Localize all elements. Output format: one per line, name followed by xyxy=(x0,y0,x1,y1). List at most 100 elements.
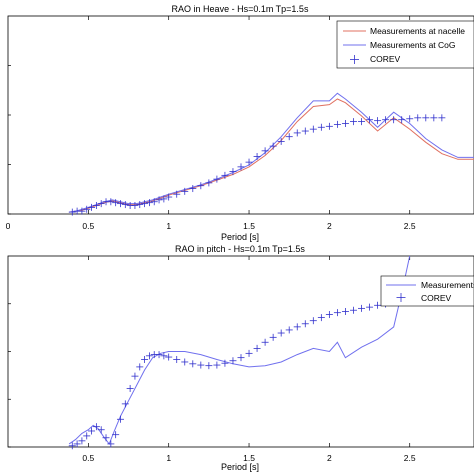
heave-corev-point xyxy=(181,187,189,195)
heave-corev-point xyxy=(245,158,253,166)
pitch-corev-point xyxy=(116,415,124,423)
heave-corev-point xyxy=(430,114,438,122)
pitch-corev-point xyxy=(301,320,309,328)
heave-xtick-label: 2.5 xyxy=(404,221,416,231)
pitch-corev-point xyxy=(88,427,96,435)
pitch-xtick-label: 2.5 xyxy=(404,453,416,463)
heave-xtick-label: 2 xyxy=(327,221,332,231)
pitch-legend: Measurements COREV xyxy=(380,275,474,307)
heave-corev-point xyxy=(165,193,173,201)
pitch-corev-point xyxy=(293,323,301,331)
heave-corev-point xyxy=(374,117,382,125)
heave-corev-point xyxy=(221,171,229,179)
heave-corev-point xyxy=(173,190,181,198)
pitch-corev-point xyxy=(173,356,181,364)
pitch-corev-point xyxy=(358,304,366,312)
heave-corev-point xyxy=(145,199,153,207)
pitch-corev-point xyxy=(197,361,205,369)
pitch-xtick-label: 2 xyxy=(327,453,332,463)
pitch-legend-label-measurements: Measurements xyxy=(421,280,474,290)
heave-corev-point xyxy=(317,123,325,131)
heave-legend-label-cog: Measurements at CoG xyxy=(370,40,456,50)
heave-corev-point xyxy=(414,114,422,122)
pitch-corev-point xyxy=(349,306,357,314)
pitch-corev-point xyxy=(333,309,341,317)
pitch-corev-point xyxy=(277,329,285,337)
heave-x-ticks: 0.5 1 1.5 2 2.5 xyxy=(8,16,416,231)
heave-corev-point xyxy=(205,179,213,187)
heave-corev-point xyxy=(112,199,120,207)
heave-legend-label-nacelle: Measurements at nacelle xyxy=(370,26,465,36)
heave-xtick-label: 1.5 xyxy=(243,221,255,231)
pitch-corev-point xyxy=(97,426,105,434)
pitch-legend-label-corev: COREV xyxy=(421,293,452,303)
pitch-corev-point xyxy=(121,400,129,408)
heave-corev-point xyxy=(293,129,301,137)
pitch-corev-point xyxy=(78,437,86,445)
chart-heave: RAO in Heave - Hs=0.1m Tp=1.5s 0.5 1 1.5 2 2… xyxy=(6,4,474,242)
pitch-xtick-label: 1 xyxy=(166,453,171,463)
heave-corev-point xyxy=(301,127,309,135)
heave-corev-point xyxy=(189,185,197,193)
pitch-corev-point xyxy=(253,344,261,352)
pitch-corev-point xyxy=(181,358,189,366)
pitch-corev-point xyxy=(317,314,325,322)
pitch-corev-point xyxy=(145,352,153,360)
pitch-corev-point xyxy=(237,354,245,362)
pitch-corev-point xyxy=(92,423,100,431)
heave-corev-point xyxy=(136,201,144,209)
heave-corev-point xyxy=(92,202,100,210)
heave-corev-point xyxy=(406,115,414,123)
pitch-xlabel: Period [s] xyxy=(221,462,259,472)
pitch-corev-point xyxy=(341,307,349,315)
heave-corev-point xyxy=(390,116,398,124)
heave-corev-point xyxy=(229,168,237,176)
pitch-corev-point xyxy=(213,361,221,369)
chart-pitch: RAO in pitch - Hs=0.1m Tp=1.5s 0.5 1 1.5 2 2… xyxy=(7,244,474,472)
heave-corev-point xyxy=(141,200,149,208)
pitch-corev-point xyxy=(141,356,149,364)
pitch-corev-point xyxy=(229,357,237,365)
heave-corev-point xyxy=(88,203,96,211)
heave-corev-point xyxy=(107,198,115,206)
pitch-corev-point xyxy=(107,440,115,448)
pitch-legend-box xyxy=(380,275,474,307)
heave-corev-point xyxy=(269,142,277,150)
pitch-corev-point xyxy=(126,384,134,392)
heave-corev-point xyxy=(349,118,357,126)
heave-xlabel: Period [s] xyxy=(221,232,259,242)
heave-corev-point xyxy=(325,122,333,130)
pitch-series-group xyxy=(68,255,414,450)
pitch-corev-point xyxy=(189,360,197,368)
heave-corev-point xyxy=(150,198,158,206)
heave-x-zero-label: 0 xyxy=(6,221,11,231)
pitch-xtick-label: 1.5 xyxy=(243,453,255,463)
pitch-title: RAO in pitch - Hs=0.1m Tp=1.5s xyxy=(175,244,305,254)
heave-title: RAO in Heave - Hs=0.1m Tp=1.5s xyxy=(172,4,309,14)
heave-corev-point xyxy=(213,175,221,183)
pitch-corev-point xyxy=(325,311,333,319)
pitch-corev-point xyxy=(102,434,110,442)
pitch-corev-point xyxy=(261,338,269,346)
pitch-corev-point xyxy=(83,432,91,440)
heave-corev-point xyxy=(341,119,349,127)
heave-corev-point xyxy=(155,196,163,204)
pitch-corev-point xyxy=(366,303,374,311)
pitch-corev-point xyxy=(155,351,163,359)
heave-corev-point xyxy=(131,202,139,210)
heave-corev-point xyxy=(382,116,390,124)
pitch-corev-point xyxy=(68,442,76,450)
heave-corev-point xyxy=(83,205,91,213)
heave-xtick-label: 1 xyxy=(166,221,171,231)
heave-legend-label-corev: COREV xyxy=(370,54,401,64)
pitch-xtick-label: 0.5 xyxy=(82,453,94,463)
pitch-corev-point xyxy=(73,440,81,448)
pitch-legend-marker-corev xyxy=(396,293,406,302)
pitch-corev-point xyxy=(136,363,144,371)
heave-legend: Measurements at nacelle Measurements at … xyxy=(336,20,474,69)
pitch-corev-point xyxy=(285,326,293,334)
pitch-corev-point xyxy=(131,372,139,380)
heave-corev-point xyxy=(116,200,124,208)
heave-corev-point xyxy=(398,116,406,124)
